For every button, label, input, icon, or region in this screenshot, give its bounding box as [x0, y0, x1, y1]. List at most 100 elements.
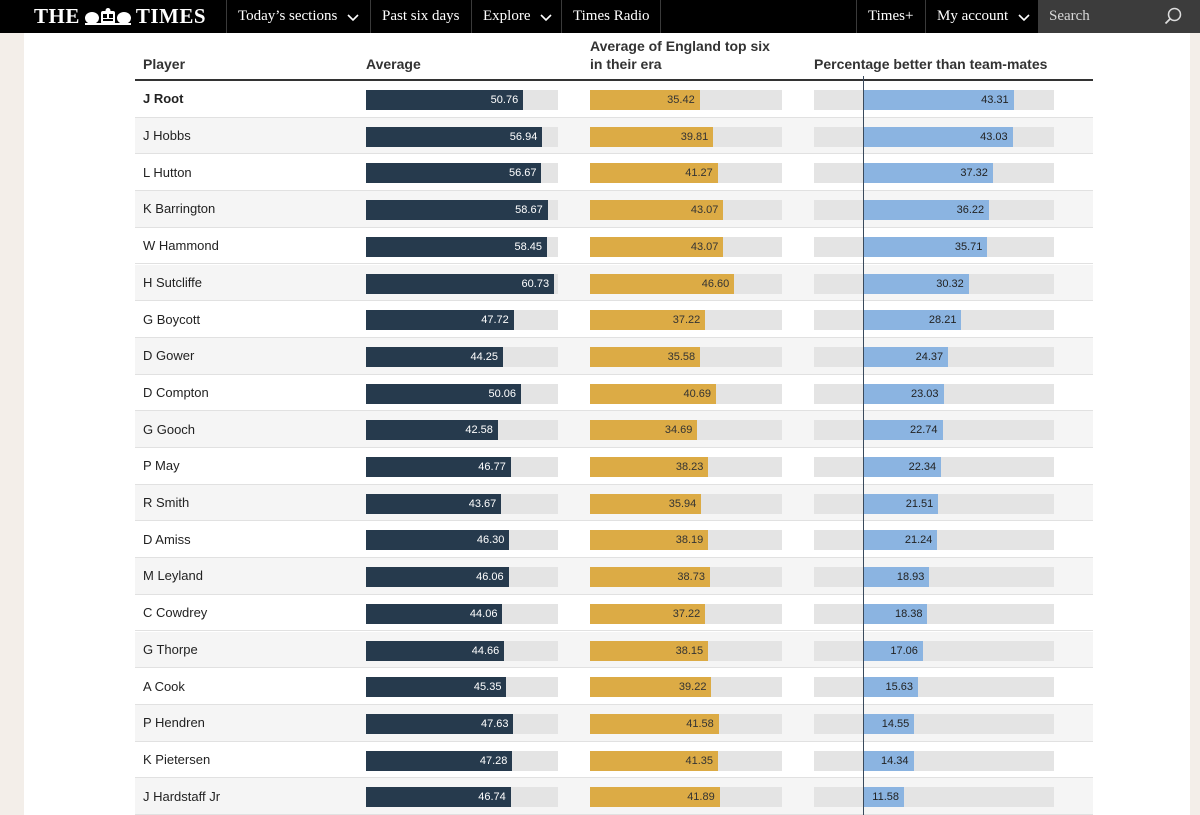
player-name: D Amiss [143, 531, 191, 547]
nav-my-account[interactable]: My account [925, 0, 1038, 33]
pct-bar-track: 36.22 [814, 200, 1054, 221]
player-name: K Pietersen [143, 751, 211, 767]
table-row: J Root 50.76 35.42 43.31 [135, 81, 1093, 118]
era-bar-track: 46.60 [590, 273, 782, 294]
era-bar-track: 39.81 [590, 126, 782, 147]
nav-todays-sections[interactable]: Today’s sections [226, 0, 370, 33]
era-bar: 40.69 [590, 383, 716, 404]
average-bar-track: 58.45 [366, 236, 558, 257]
average-bar-track: 46.06 [366, 567, 558, 588]
table-row: A Cook 45.35 39.22 15.63 [135, 668, 1093, 705]
pct-bar: 35.71 [864, 236, 988, 257]
player-name: K Barrington [143, 201, 216, 217]
chevron-down-icon [347, 13, 359, 21]
era-bar: 46.60 [590, 273, 735, 294]
times-logo[interactable]: THE TIMES [34, 0, 206, 33]
table-row: C Cowdrey 44.06 37.22 18.38 [135, 595, 1093, 632]
average-bar-track: 46.30 [366, 530, 558, 551]
header-percentage-better: Percentage better than team-mates [814, 56, 1048, 72]
era-bar: 41.58 [590, 713, 719, 734]
average-bar: 47.63 [366, 713, 514, 734]
zero-axis-line [863, 76, 864, 815]
pct-bar-track: 14.34 [814, 750, 1054, 771]
average-bar: 47.28 [366, 750, 513, 771]
pct-bar: 36.22 [864, 200, 990, 221]
nav-past-six-days-label: Past six days [382, 8, 460, 24]
nav-explore[interactable]: Explore [471, 0, 561, 33]
nav-times-radio[interactable]: Times Radio [561, 0, 661, 33]
average-bar: 58.45 [366, 236, 547, 257]
header-era-line-1: Average of England top six [590, 38, 770, 54]
pct-bar: 15.63 [864, 677, 918, 698]
average-bar: 50.06 [366, 383, 522, 404]
search-icon[interactable] [1164, 7, 1182, 25]
pct-bar: 14.55 [864, 713, 915, 734]
average-bar: 42.58 [366, 420, 498, 441]
pct-bar: 14.34 [864, 750, 914, 771]
nav-past-six-days[interactable]: Past six days [370, 0, 471, 33]
search-input[interactable] [1049, 8, 1159, 25]
era-bar: 35.58 [590, 346, 701, 367]
average-bar: 58.67 [366, 200, 548, 221]
nav-times-plus-label: Times+ [868, 8, 914, 24]
average-bar-track: 60.73 [366, 273, 558, 294]
table-row: G Thorpe 44.66 38.15 17.06 [135, 631, 1093, 669]
nav-explore-label: Explore [483, 8, 531, 24]
pct-bar-track: 23.03 [814, 383, 1054, 404]
table-row: R Smith 43.67 35.94 21.51 [135, 484, 1093, 522]
era-bar: 34.69 [590, 420, 698, 441]
player-name: G Thorpe [143, 641, 198, 657]
pct-bar-track: 11.58 [814, 787, 1054, 808]
top-navigation-bar: THE TIMES Today’s sections Past six days… [0, 0, 1200, 33]
header-average: Average [366, 56, 421, 72]
chevron-down-icon [540, 13, 553, 21]
average-bar-track: 50.76 [366, 90, 558, 110]
average-bar-track: 50.06 [366, 383, 558, 404]
table-row: G Boycott 47.72 37.22 28.21 [135, 301, 1093, 338]
pct-bar-track: 43.03 [814, 126, 1054, 147]
table-row: D Amiss 46.30 38.19 21.24 [135, 521, 1093, 559]
average-bar-track: 43.67 [366, 493, 558, 514]
era-bar-track: 41.89 [590, 787, 782, 808]
average-bar: 46.77 [366, 457, 511, 477]
pct-bar: 30.32 [864, 273, 969, 294]
era-bar-track: 35.58 [590, 346, 782, 367]
era-bar-track: 38.15 [590, 640, 782, 661]
search-box[interactable] [1038, 0, 1200, 33]
average-bar: 47.72 [366, 310, 514, 331]
pct-bar: 37.32 [864, 163, 993, 184]
player-name: J Hobbs [143, 128, 191, 144]
era-bar: 43.07 [590, 200, 724, 221]
era-bar: 39.22 [590, 677, 712, 698]
pct-bar: 18.93 [864, 567, 930, 588]
average-bar: 44.66 [366, 640, 505, 661]
pct-bar: 43.31 [864, 90, 1014, 110]
pct-bar-track: 21.24 [814, 530, 1054, 551]
era-bar-track: 38.73 [590, 567, 782, 588]
era-bar: 41.35 [590, 750, 719, 771]
era-bar: 38.15 [590, 640, 709, 661]
player-name: J Root [143, 91, 184, 107]
average-bar-track: 44.06 [366, 603, 558, 624]
average-bar: 44.06 [366, 603, 503, 624]
pct-bar: 11.58 [864, 787, 904, 808]
nav-times-plus[interactable]: Times+ [856, 0, 925, 33]
royal-crest-icon [84, 7, 131, 25]
player-name: P Hendren [143, 715, 205, 731]
player-name: J Hardstaff Jr [143, 788, 221, 804]
pct-bar-track: 18.38 [814, 603, 1054, 624]
era-bar: 37.22 [590, 603, 706, 624]
pct-bar-track: 17.06 [814, 640, 1054, 661]
average-bar: 56.67 [366, 163, 542, 184]
player-name: P May [143, 458, 180, 474]
average-bar: 46.30 [366, 530, 510, 551]
pct-bar-track: 21.51 [814, 493, 1054, 514]
table-row: J Hobbs 56.94 39.81 43.03 [135, 117, 1093, 155]
era-bar: 38.23 [590, 457, 709, 477]
header-era-line-2: in their era [590, 56, 662, 72]
header-era-average: Average of England top six in their era [590, 37, 770, 73]
pct-bar: 21.24 [864, 530, 938, 551]
table-row: L Hutton 56.67 41.27 37.32 [135, 154, 1093, 192]
pct-bar-track: 15.63 [814, 677, 1054, 698]
table-header: Player Average Average of England top si… [135, 33, 1093, 81]
